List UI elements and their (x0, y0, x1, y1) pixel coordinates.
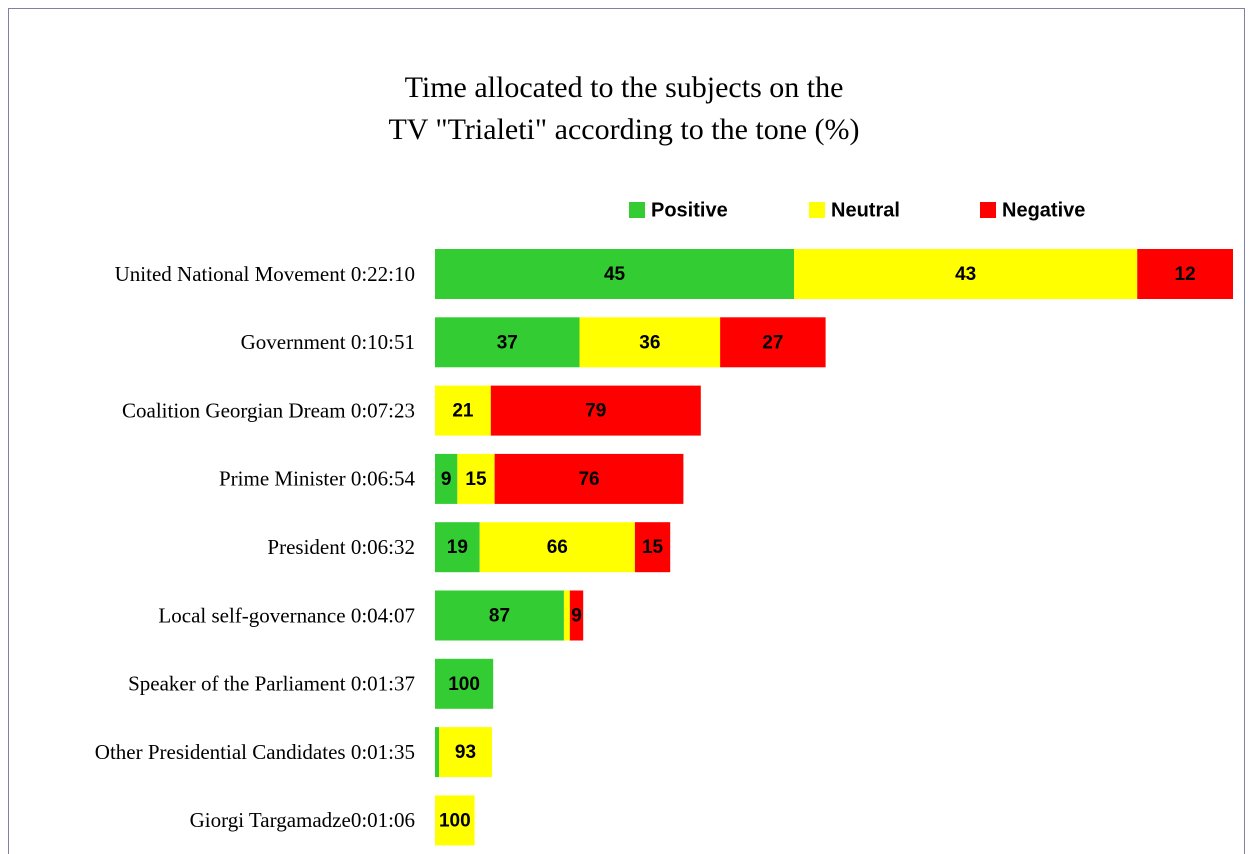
data-label: 87 (489, 606, 510, 627)
category-label: Coalition Georgian Dream 0:07:23 (122, 398, 415, 422)
bar-segment (435, 522, 480, 573)
data-label: 37 (497, 332, 518, 353)
data-label: 21 (452, 401, 474, 422)
bar-segment (794, 249, 1138, 299)
category-label: Speaker of the Parliament 0:01:37 (128, 672, 415, 696)
bar-segment (634, 522, 671, 573)
chart-title: Time allocated to the subjects on the (405, 71, 844, 104)
bar-segment (569, 590, 584, 641)
legend-swatch (809, 202, 825, 218)
bar-segment (457, 453, 495, 504)
category-label: Prime Minister 0:06:54 (219, 467, 415, 491)
chart-title: TV "Trialeti" according to the tone (%) (388, 113, 859, 146)
data-label: 93 (455, 742, 476, 763)
bar-segment (435, 453, 458, 504)
bar-segment (494, 453, 684, 504)
legend-label: Neutral (831, 199, 900, 221)
legend-swatch (980, 202, 996, 218)
frame (8, 8, 1245, 854)
data-label: 19 (447, 537, 468, 558)
data-label: 12 (1175, 264, 1196, 285)
bar-segment (438, 727, 492, 778)
data-label: 15 (465, 469, 487, 490)
data-label: 66 (547, 537, 568, 558)
bar-segment (720, 317, 826, 368)
bar-segment (435, 249, 795, 299)
legend-swatch (629, 202, 645, 218)
category-label: Government 0:10:51 (241, 330, 415, 354)
category-label: President 0:06:32 (267, 535, 415, 559)
data-label: 45 (604, 264, 626, 285)
bar-segment (435, 385, 491, 436)
bar-segment (1137, 249, 1233, 299)
bar-segment (435, 727, 439, 778)
data-label: 15 (642, 537, 664, 558)
bar-segment (479, 522, 635, 573)
bar-segment (435, 658, 494, 709)
category-label: Giorgi Targamadze0:01:06 (190, 808, 415, 832)
data-label: 9 (441, 469, 452, 490)
bar-segment (563, 590, 570, 641)
data-label: 27 (762, 332, 783, 353)
data-label: 79 (585, 401, 606, 422)
data-label: 36 (639, 332, 660, 353)
bar-segment (435, 590, 564, 641)
bar-segment (435, 317, 580, 368)
bar-segment (579, 317, 721, 368)
data-label: 76 (578, 469, 599, 490)
category-label: Local self-governance 0:04:07 (158, 603, 415, 627)
data-label: 100 (448, 674, 480, 695)
category-label: Other Presidential Candidates 0:01:35 (95, 740, 415, 764)
data-label: 100 (439, 810, 471, 831)
legend-label: Positive (651, 199, 728, 221)
data-label: 43 (955, 264, 976, 285)
bar-segment (435, 795, 475, 846)
category-label: United National Movement 0:22:10 (115, 262, 415, 286)
bar-segment (490, 385, 701, 436)
data-label: 9 (571, 606, 582, 627)
legend-label: Negative (1002, 199, 1085, 221)
